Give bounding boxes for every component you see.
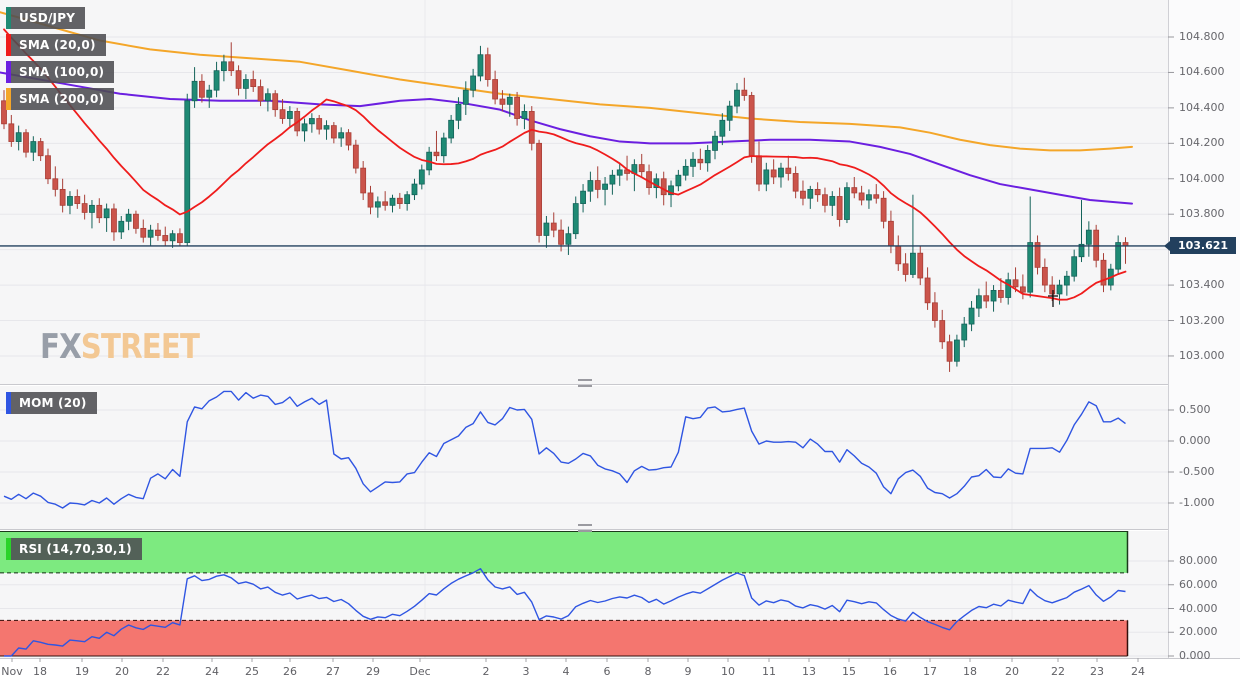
sma100-label: SMA (100,0) bbox=[19, 65, 105, 79]
panel-divider bbox=[0, 529, 1168, 530]
momentum-axis-tick: 0.000 bbox=[1179, 434, 1211, 447]
date-axis-tick: Nov bbox=[1, 665, 23, 678]
panel-divider bbox=[0, 384, 1168, 385]
sma20-color-chip bbox=[6, 34, 11, 56]
date-axis-tick: 20 bbox=[115, 665, 129, 678]
date-axis-tick: 10 bbox=[721, 665, 735, 678]
rsi-axis-tick: 40.000 bbox=[1179, 601, 1218, 615]
date-axis-tick: 13 bbox=[802, 665, 816, 678]
sma20-label: SMA (20,0) bbox=[19, 38, 96, 52]
date-axis-tick: 3 bbox=[522, 665, 530, 678]
rsi-axis-tick: 20.000 bbox=[1179, 625, 1218, 639]
price-axis-tick: 104.800 bbox=[1179, 30, 1225, 43]
last-price-badge: 103.621 bbox=[1164, 237, 1236, 255]
date-axis-tick: 18 bbox=[963, 665, 977, 678]
rsi-label: RSI (14,70,30,1) bbox=[19, 542, 132, 556]
momentum-color-chip bbox=[6, 392, 11, 414]
rsi-color-chip bbox=[6, 538, 11, 560]
rsi-axis-tick: 60.000 bbox=[1179, 577, 1218, 591]
momentum-axis-tick: 0.500 bbox=[1179, 403, 1211, 416]
date-axis-tick: 29 bbox=[366, 665, 380, 678]
fxstreet-logo-fx: FX bbox=[40, 327, 82, 367]
date-axis-tick: 24 bbox=[205, 665, 219, 678]
symbol-color-chip bbox=[6, 7, 11, 29]
price-axis-tick: 104.200 bbox=[1179, 136, 1225, 150]
legend-item-momentum[interactable]: MOM (20) bbox=[6, 392, 97, 414]
date-axis-tick: 26 bbox=[283, 665, 297, 678]
date-axis-tick: 18 bbox=[33, 665, 47, 678]
sma100-color-chip bbox=[6, 61, 11, 83]
price-axis-column bbox=[1168, 0, 1240, 658]
date-axis-tick: 6 bbox=[603, 665, 611, 678]
legend-item-sma200[interactable]: SMA (200,0) bbox=[6, 88, 115, 110]
price-axis-tick: 104.000 bbox=[1179, 171, 1225, 185]
date-axis-tick: 22 bbox=[156, 665, 170, 678]
symbol-label: USD/JPY bbox=[19, 11, 76, 25]
date-axis-tick: 4 bbox=[562, 665, 570, 678]
momentum-label: MOM (20) bbox=[19, 396, 87, 410]
date-axis-tick: 9 bbox=[684, 665, 692, 678]
date-axis-tick: 17 bbox=[923, 665, 937, 678]
legend-item-sma100[interactable]: SMA (100,0) bbox=[6, 61, 115, 83]
date-axis-tick: 24 bbox=[1131, 665, 1145, 678]
date-axis-tick: 19 bbox=[75, 665, 89, 678]
price-axis-tick: 104.400 bbox=[1179, 100, 1225, 114]
date-axis-tick: 16 bbox=[883, 665, 897, 678]
legend-item-symbol[interactable]: USD/JPY bbox=[6, 7, 86, 29]
panel-resize-handle[interactable] bbox=[578, 379, 592, 387]
date-axis-tick: 20 bbox=[1005, 665, 1019, 678]
fxstreet-logo-street: STREET bbox=[80, 327, 200, 367]
date-axis-tick: 27 bbox=[326, 665, 340, 678]
sma200-color-chip bbox=[6, 88, 11, 110]
legend-item-rsi[interactable]: RSI (14,70,30,1) bbox=[6, 538, 142, 560]
date-axis: Nov 18 19 20 22 24 25 26 27 29 Dec 2 3 4 6 8 9 10 11 13 15 16… bbox=[0, 658, 1240, 684]
date-axis-tick: 22 bbox=[1051, 665, 1065, 678]
date-axis-tick: 25 bbox=[245, 665, 259, 678]
price-axis-tick: 103.000 bbox=[1179, 348, 1225, 362]
date-axis-tick: 8 bbox=[644, 665, 652, 678]
date-axis-tick: 11 bbox=[762, 665, 776, 678]
momentum-axis-tick: -1.000 bbox=[1179, 496, 1215, 509]
momentum-axis-tick: -0.500 bbox=[1179, 465, 1215, 478]
rsi-axis-tick: 80.000 bbox=[1179, 554, 1218, 567]
date-axis-tick: 2 bbox=[482, 665, 490, 678]
date-axis-tick: 23 bbox=[1090, 665, 1104, 678]
fxstreet-logo: FXSTREET bbox=[40, 327, 200, 367]
panel-resize-handle[interactable] bbox=[578, 524, 592, 532]
rsi-axis-tick: 0.000 bbox=[1179, 649, 1211, 662]
date-axis-tick: 15 bbox=[842, 665, 856, 678]
price-axis-tick: 104.600 bbox=[1179, 65, 1225, 79]
price-axis-tick: 103.200 bbox=[1179, 313, 1225, 327]
price-axis-tick: 103.400 bbox=[1179, 278, 1225, 292]
sma200-label: SMA (200,0) bbox=[19, 92, 105, 106]
legend-item-sma20[interactable]: SMA (20,0) bbox=[6, 34, 106, 56]
price-axis-tick: 103.800 bbox=[1179, 207, 1225, 221]
date-axis-tick: Dec bbox=[409, 665, 431, 678]
